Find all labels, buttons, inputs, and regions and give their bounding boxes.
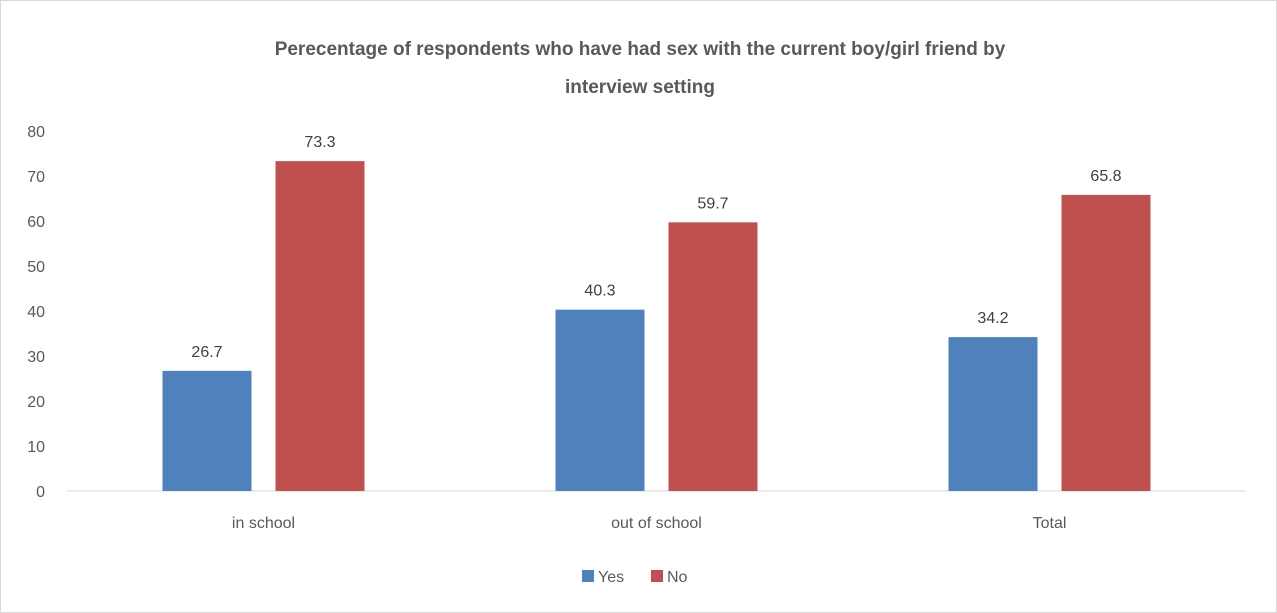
bar-yes-1 (555, 309, 645, 491)
x-tick-label: out of school (611, 515, 702, 532)
legend-label-no: No (667, 569, 688, 586)
y-tick-label: 70 (27, 169, 45, 186)
legend-swatch-no (651, 570, 663, 582)
data-label: 34.2 (977, 310, 1008, 327)
y-tick-label: 20 (27, 394, 45, 411)
bars-group: 26.7 73.3 40.3 59.7 34.2 65.8 (162, 134, 1151, 491)
bar-no-1 (668, 222, 758, 491)
y-tick-label: 30 (27, 349, 45, 366)
y-tick-label: 10 (27, 439, 45, 456)
legend-label-yes: Yes (598, 569, 624, 586)
data-label: 59.7 (697, 195, 728, 212)
data-label: 40.3 (584, 283, 615, 300)
chart-title-line-1: Perecentage of respondents who have had … (275, 39, 1006, 60)
data-label: 26.7 (191, 344, 222, 361)
chart-title-line-2: interview setting (565, 77, 715, 98)
data-label: 73.3 (304, 134, 335, 151)
y-axis: 0 10 20 30 40 50 60 70 80 (27, 124, 45, 501)
y-tick-label: 40 (27, 304, 45, 321)
x-tick-label: Total (1033, 515, 1067, 532)
legend-swatch-yes (582, 570, 594, 582)
bar-yes-0 (162, 370, 252, 491)
bar-yes-2 (948, 337, 1038, 491)
legend: Yes No (582, 569, 688, 586)
bar-no-0 (275, 161, 365, 491)
x-axis: in school out of school Total (232, 515, 1066, 532)
x-tick-label: in school (232, 515, 295, 532)
y-tick-label: 80 (27, 124, 45, 141)
bar-no-2 (1061, 194, 1151, 491)
data-label: 65.8 (1090, 168, 1121, 185)
y-tick-label: 0 (36, 484, 45, 501)
y-tick-label: 50 (27, 259, 45, 276)
y-tick-label: 60 (27, 214, 45, 231)
